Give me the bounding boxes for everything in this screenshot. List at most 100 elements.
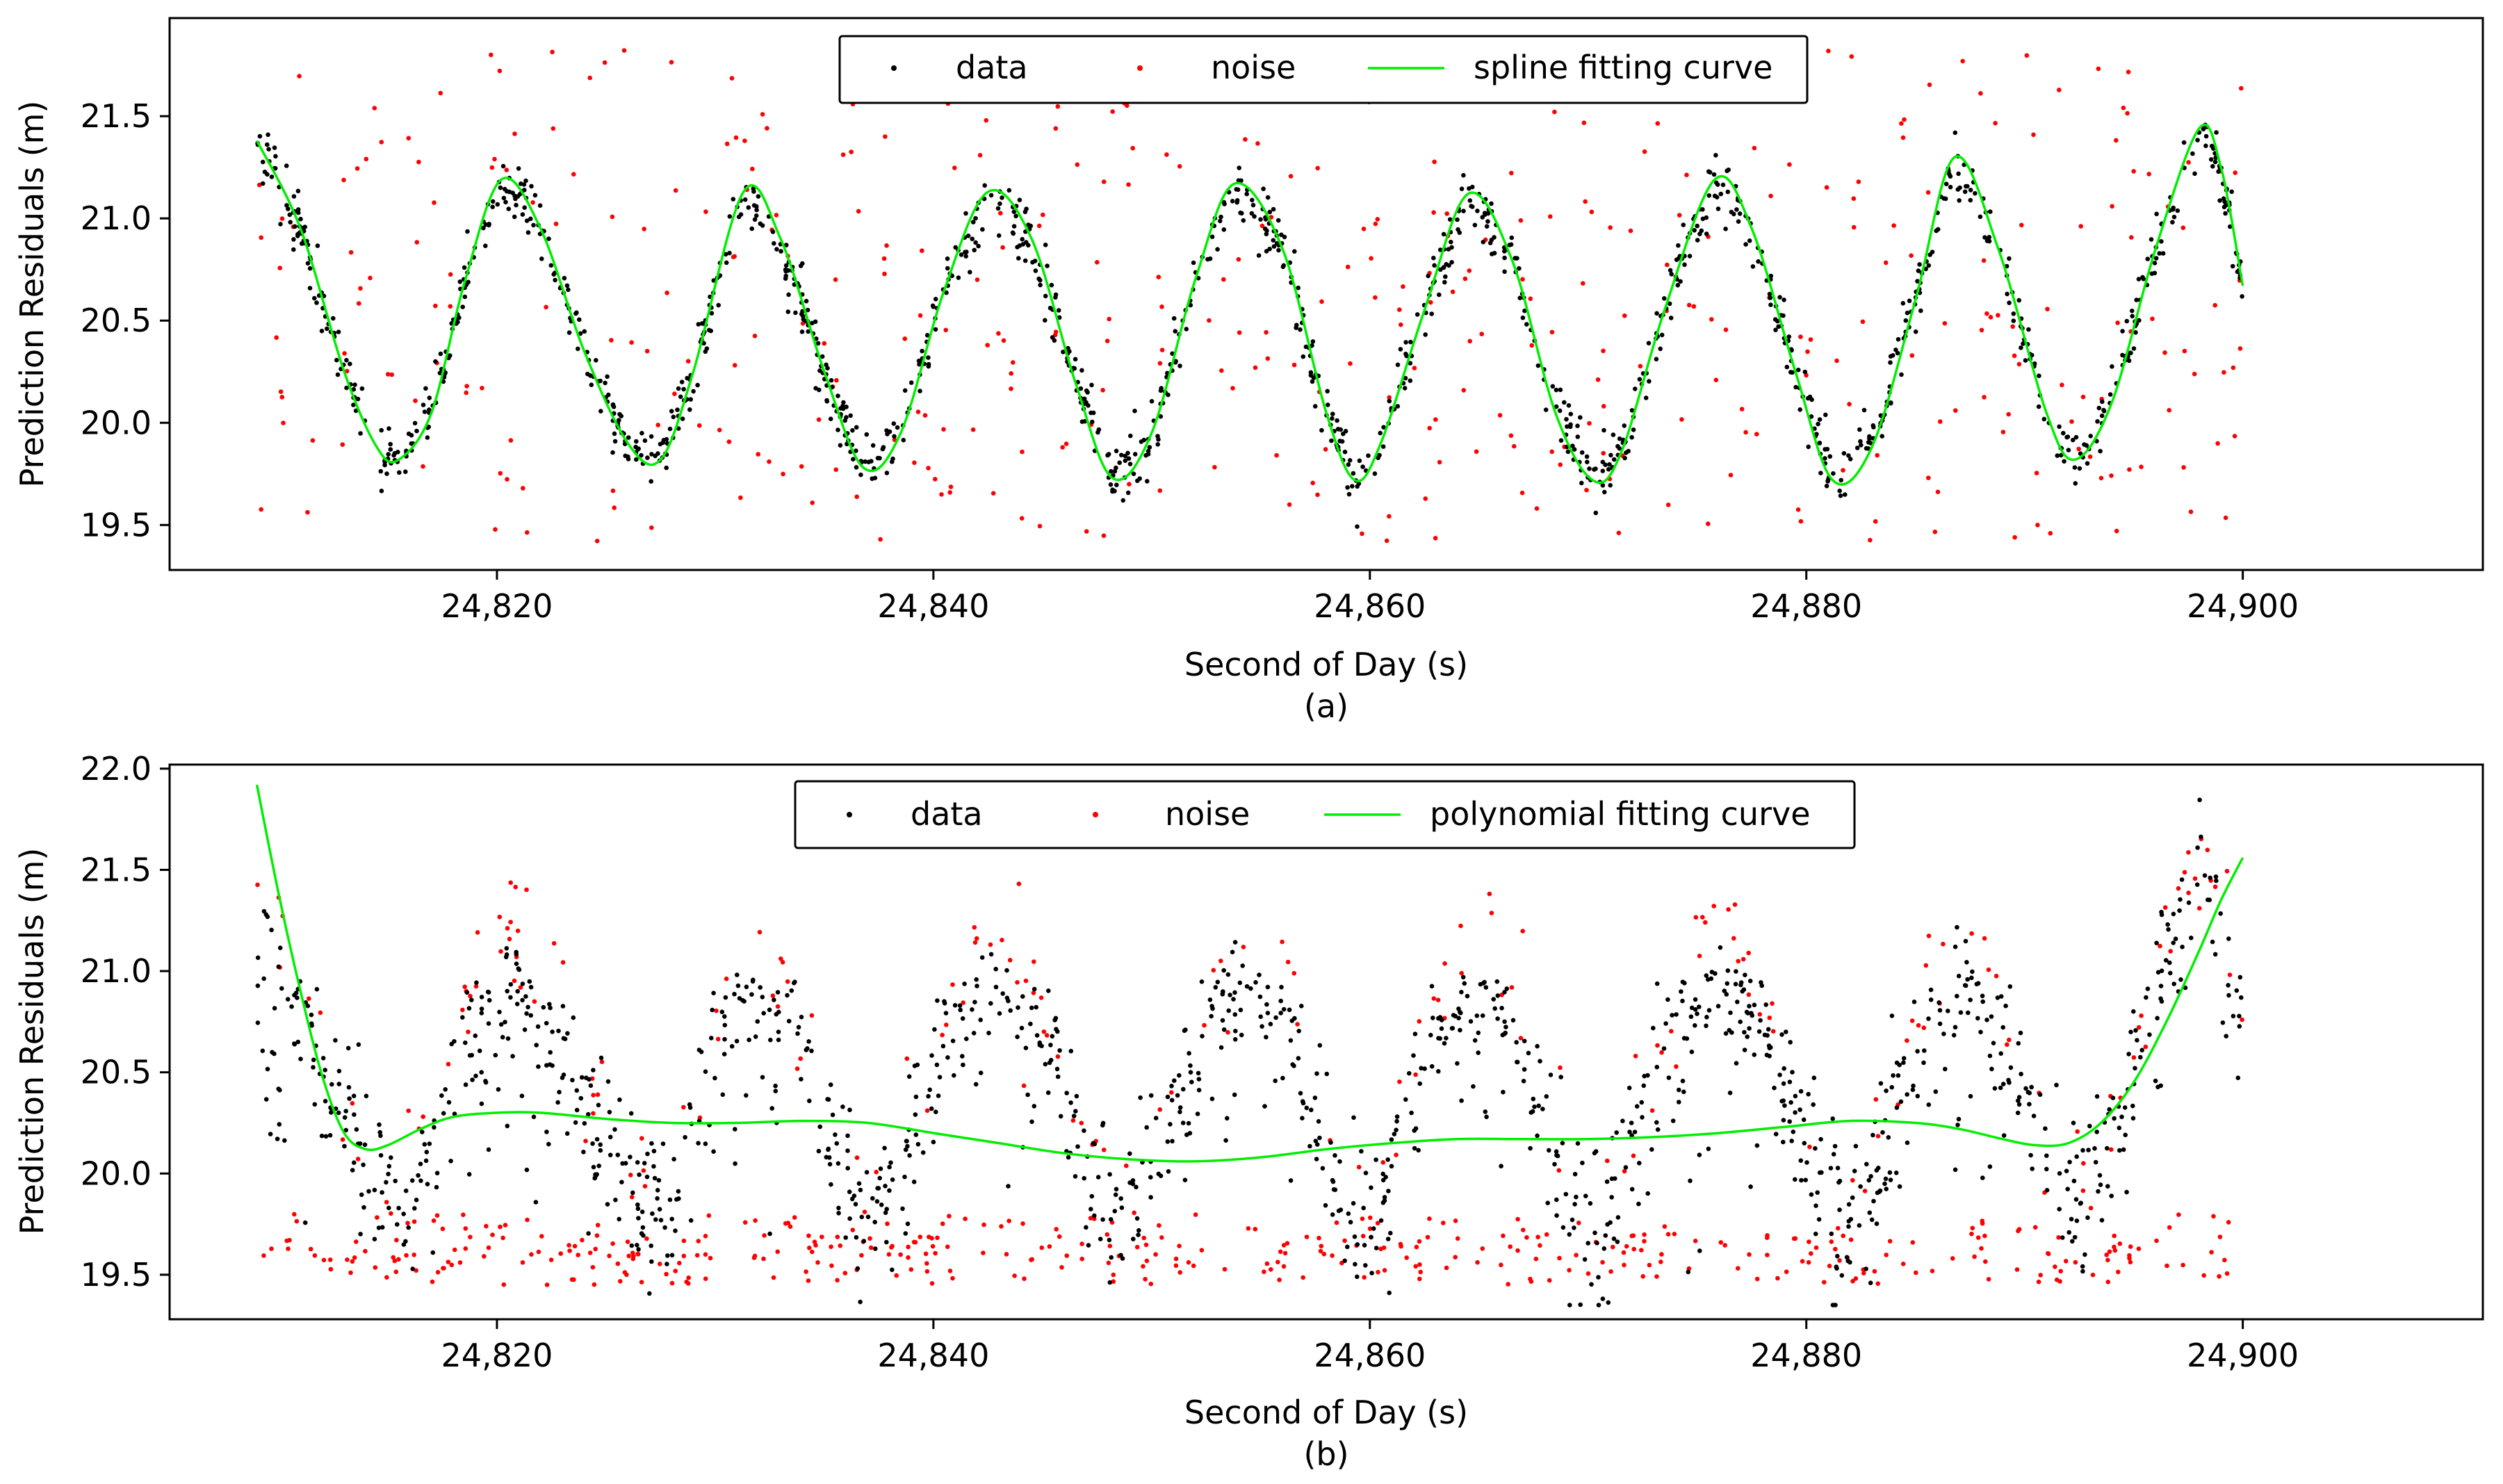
data-point <box>514 961 519 966</box>
data-point <box>2171 981 2176 986</box>
data-point <box>996 233 1002 238</box>
data-point <box>386 1164 392 1169</box>
noise-point <box>490 1232 495 1237</box>
noise-point <box>2129 235 2134 240</box>
data-point <box>723 252 728 257</box>
data-point <box>1715 1004 1721 1009</box>
data-point <box>855 1266 861 1271</box>
noise-point <box>963 1216 968 1221</box>
noise-point <box>414 1268 418 1273</box>
data-point <box>1665 997 1670 1002</box>
data-point <box>845 1148 850 1153</box>
y-tick-label: 19.5 <box>81 1256 152 1294</box>
data-point <box>1307 1143 1312 1149</box>
data-point <box>940 1043 946 1049</box>
noise-point <box>1202 1022 1207 1028</box>
data-point <box>1937 1021 1943 1027</box>
data-point <box>1615 443 1620 449</box>
data-point <box>1905 310 1910 316</box>
data-point <box>403 1188 409 1193</box>
data-point <box>1695 238 1700 243</box>
data-point <box>934 1062 940 1068</box>
data-point <box>1294 323 1299 328</box>
noise-point <box>1474 449 1479 454</box>
data-point <box>516 166 521 171</box>
data-point <box>1697 231 1702 236</box>
noise-point <box>2128 1259 2133 1265</box>
noise-point <box>1148 1281 1154 1287</box>
data-point <box>673 1228 678 1233</box>
data-point <box>1301 1100 1306 1106</box>
noise-point <box>1301 1275 1305 1280</box>
data-point <box>524 1167 530 1173</box>
data-point <box>1937 1008 1943 1013</box>
data-point <box>1055 1074 1061 1079</box>
x-tick-label: 24,880 <box>1750 587 1862 625</box>
noise-point <box>1795 507 1801 512</box>
data-point <box>1068 1048 1074 1054</box>
noise-point <box>464 384 469 389</box>
data-point <box>2160 251 2166 256</box>
noise-point <box>1278 1249 1283 1255</box>
data-point <box>307 286 313 291</box>
data-point <box>1835 1166 1841 1171</box>
data-point <box>703 1069 708 1074</box>
noise-point <box>906 1244 911 1250</box>
data-point <box>1677 1087 1681 1093</box>
panel-a-chart: 24,820 24,840 24,860 24,880 24,900 19.520.02… <box>13 17 2484 725</box>
noise-point <box>1589 209 1595 215</box>
data-point <box>255 983 261 988</box>
data-point <box>1510 1018 1516 1023</box>
data-point <box>1758 1018 1763 1023</box>
noise-point <box>504 168 509 172</box>
noise-point <box>1805 349 1810 354</box>
noise-point <box>703 209 708 214</box>
data-point <box>1351 471 1356 476</box>
noise-point <box>998 211 1003 216</box>
noise-point <box>1621 1250 1626 1255</box>
data-point <box>2011 311 2016 316</box>
data-point <box>1036 276 1041 282</box>
data-point <box>973 1082 979 1087</box>
noise-point <box>1706 521 1711 526</box>
data-point <box>598 1055 604 1061</box>
data-point <box>612 439 618 444</box>
data-point <box>335 372 341 377</box>
data-point <box>1870 1132 1875 1138</box>
data-point <box>2133 1028 2138 1033</box>
data-point <box>792 979 797 984</box>
data-point <box>721 1052 727 1057</box>
data-point <box>2207 897 2212 902</box>
noise-point <box>1342 1238 1347 1244</box>
data-point <box>1026 243 1031 248</box>
data-point <box>463 1082 468 1087</box>
data-point <box>891 421 897 426</box>
noise-point <box>729 76 735 81</box>
data-point <box>409 432 414 438</box>
data-point <box>1412 1128 1417 1133</box>
noise-point <box>345 1257 350 1262</box>
data-point <box>1837 488 1842 494</box>
noise-point <box>261 1253 266 1258</box>
data-point <box>1145 479 1150 484</box>
data-point <box>1047 1060 1052 1066</box>
data-point <box>2226 983 2231 988</box>
data-point <box>1528 1145 1533 1151</box>
data-point <box>298 1057 303 1061</box>
noise-point <box>1723 327 1729 332</box>
data-point <box>501 195 507 201</box>
noise-point <box>990 491 996 496</box>
data-point <box>1299 1004 1304 1009</box>
data-point <box>742 197 748 202</box>
data-point <box>547 1002 552 1006</box>
data-point <box>2018 1030 2023 1036</box>
data-point <box>2178 897 2183 902</box>
data-point <box>272 145 277 150</box>
noise-point <box>947 490 952 495</box>
data-point <box>1017 197 1022 203</box>
data-point <box>1046 988 1051 993</box>
data-point <box>1517 266 1522 271</box>
data-point <box>634 457 639 462</box>
data-point <box>1526 1050 1531 1056</box>
data-point <box>1114 1187 1119 1192</box>
